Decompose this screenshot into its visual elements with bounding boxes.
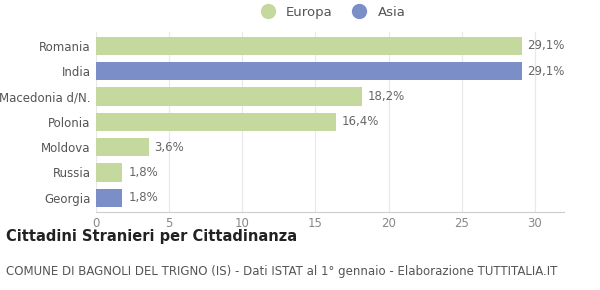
Text: 29,1%: 29,1% bbox=[527, 39, 565, 52]
Bar bbox=[96, 113, 336, 131]
Text: 16,4%: 16,4% bbox=[341, 115, 379, 128]
Legend: Europa, Asia: Europa, Asia bbox=[252, 3, 408, 22]
Text: 1,8%: 1,8% bbox=[128, 191, 158, 204]
Bar bbox=[96, 62, 521, 80]
Text: 3,6%: 3,6% bbox=[155, 141, 184, 154]
Text: COMUNE DI BAGNOLI DEL TRIGNO (IS) - Dati ISTAT al 1° gennaio - Elaborazione TUTT: COMUNE DI BAGNOLI DEL TRIGNO (IS) - Dati… bbox=[6, 266, 557, 278]
Bar bbox=[96, 87, 362, 106]
Text: Cittadini Stranieri per Cittadinanza: Cittadini Stranieri per Cittadinanza bbox=[6, 229, 297, 244]
Bar bbox=[96, 189, 122, 207]
Text: 1,8%: 1,8% bbox=[128, 166, 158, 179]
Text: 18,2%: 18,2% bbox=[368, 90, 405, 103]
Bar bbox=[96, 37, 521, 55]
Bar bbox=[96, 138, 149, 156]
Bar bbox=[96, 163, 122, 182]
Text: 29,1%: 29,1% bbox=[527, 65, 565, 78]
